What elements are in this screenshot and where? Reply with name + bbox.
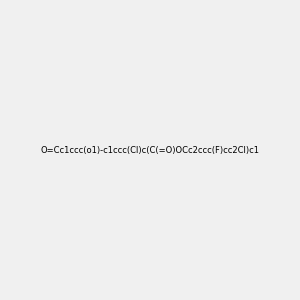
Text: O=Cc1ccc(o1)-c1ccc(Cl)c(C(=O)OCc2ccc(F)cc2Cl)c1: O=Cc1ccc(o1)-c1ccc(Cl)c(C(=O)OCc2ccc(F)c… (40, 146, 260, 154)
